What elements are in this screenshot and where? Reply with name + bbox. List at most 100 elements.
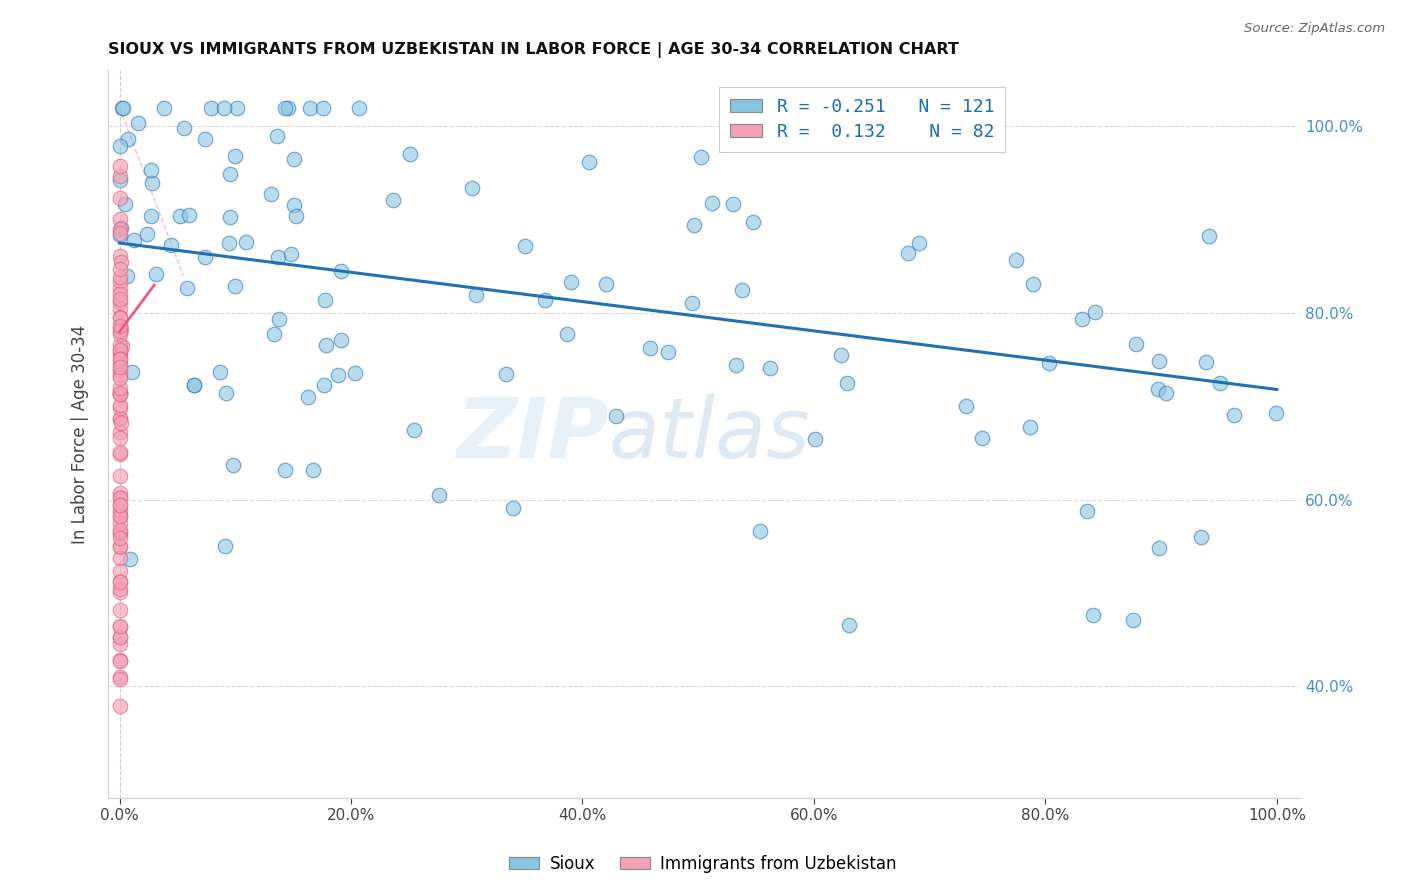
- Immigrants from Uzbekistan: [108, 327, 131, 342]
- Sioux: [118, 552, 141, 566]
- Sioux: [218, 167, 240, 181]
- Sioux: [160, 238, 183, 252]
- Immigrants from Uzbekistan: [108, 301, 131, 316]
- Immigrants from Uzbekistan: [108, 516, 131, 530]
- Sioux: [153, 101, 176, 115]
- Sioux: [214, 539, 236, 553]
- Immigrants from Uzbekistan: [108, 274, 131, 288]
- Sioux: [277, 101, 299, 115]
- Immigrants from Uzbekistan: [110, 431, 132, 445]
- Sioux: [657, 345, 679, 359]
- Sioux: [110, 220, 132, 235]
- Immigrants from Uzbekistan: [108, 619, 131, 633]
- Immigrants from Uzbekistan: [108, 446, 131, 460]
- Immigrants from Uzbekistan: [108, 360, 131, 375]
- Sioux: [177, 208, 200, 222]
- Immigrants from Uzbekistan: [108, 222, 131, 236]
- Sioux: [1198, 229, 1220, 244]
- Sioux: [495, 368, 517, 382]
- Immigrants from Uzbekistan: [108, 540, 131, 554]
- Immigrants from Uzbekistan: [108, 603, 131, 617]
- Text: atlas: atlas: [609, 393, 810, 475]
- Immigrants from Uzbekistan: [108, 523, 131, 537]
- Immigrants from Uzbekistan: [108, 371, 131, 385]
- Immigrants from Uzbekistan: [108, 491, 131, 505]
- Immigrants from Uzbekistan: [108, 672, 131, 686]
- Sioux: [114, 197, 136, 211]
- Immigrants from Uzbekistan: [108, 509, 131, 524]
- Sioux: [955, 399, 977, 413]
- Sioux: [299, 101, 322, 115]
- Sioux: [402, 423, 425, 437]
- Sioux: [343, 366, 366, 380]
- Sioux: [115, 269, 138, 284]
- Sioux: [690, 150, 713, 164]
- Sioux: [1189, 530, 1212, 544]
- Immigrants from Uzbekistan: [108, 653, 131, 667]
- Immigrants from Uzbekistan: [108, 270, 131, 285]
- Sioux: [141, 176, 163, 190]
- Immigrants from Uzbekistan: [108, 311, 131, 326]
- Sioux: [399, 146, 422, 161]
- Immigrants from Uzbekistan: [108, 540, 131, 554]
- Sioux: [534, 293, 557, 308]
- Immigrants from Uzbekistan: [108, 344, 131, 359]
- Immigrants from Uzbekistan: [108, 525, 131, 540]
- Sioux: [838, 617, 860, 632]
- Sioux: [681, 296, 703, 310]
- Immigrants from Uzbekistan: [108, 226, 131, 240]
- Sioux: [1209, 376, 1232, 390]
- Sioux: [513, 239, 536, 253]
- Text: Source: ZipAtlas.com: Source: ZipAtlas.com: [1244, 22, 1385, 36]
- Sioux: [266, 128, 288, 143]
- Sioux: [200, 101, 222, 115]
- Sioux: [555, 326, 578, 341]
- Sioux: [194, 250, 217, 264]
- Immigrants from Uzbekistan: [110, 416, 132, 430]
- Sioux: [1147, 541, 1170, 555]
- Sioux: [176, 281, 198, 295]
- Sioux: [235, 235, 257, 249]
- Immigrants from Uzbekistan: [108, 574, 131, 589]
- Sioux: [194, 132, 217, 146]
- Immigrants from Uzbekistan: [108, 425, 131, 440]
- Sioux: [330, 333, 353, 347]
- Immigrants from Uzbekistan: [108, 362, 131, 376]
- Sioux: [1076, 503, 1098, 517]
- Sioux: [183, 377, 205, 392]
- Immigrants from Uzbekistan: [108, 292, 131, 306]
- Immigrants from Uzbekistan: [108, 574, 131, 589]
- Legend: Sioux, Immigrants from Uzbekistan: Sioux, Immigrants from Uzbekistan: [503, 848, 903, 880]
- Immigrants from Uzbekistan: [108, 190, 131, 204]
- Sioux: [461, 181, 484, 195]
- Immigrants from Uzbekistan: [108, 212, 131, 227]
- Sioux: [1122, 613, 1144, 627]
- Immigrants from Uzbekistan: [108, 584, 131, 599]
- Immigrants from Uzbekistan: [108, 630, 131, 644]
- Sioux: [1081, 607, 1104, 622]
- Immigrants from Uzbekistan: [108, 526, 131, 541]
- Immigrants from Uzbekistan: [108, 381, 131, 395]
- Sioux: [830, 348, 852, 362]
- Sioux: [108, 227, 131, 242]
- Immigrants from Uzbekistan: [108, 310, 131, 325]
- Sioux: [259, 187, 281, 202]
- Sioux: [315, 338, 337, 352]
- Immigrants from Uzbekistan: [110, 565, 132, 579]
- Sioux: [169, 209, 191, 223]
- Sioux: [1194, 355, 1216, 369]
- Sioux: [215, 385, 238, 400]
- Sioux: [269, 311, 291, 326]
- Sioux: [274, 463, 297, 477]
- Immigrants from Uzbekistan: [108, 498, 131, 512]
- Immigrants from Uzbekistan: [108, 318, 131, 333]
- Immigrants from Uzbekistan: [108, 249, 131, 263]
- Sioux: [219, 211, 242, 225]
- Immigrants from Uzbekistan: [108, 504, 131, 518]
- Y-axis label: In Labor Force | Age 30-34: In Labor Force | Age 30-34: [72, 325, 89, 544]
- Sioux: [141, 162, 163, 177]
- Immigrants from Uzbekistan: [108, 386, 131, 401]
- Sioux: [1265, 406, 1288, 420]
- Sioux: [224, 279, 246, 293]
- Sioux: [209, 365, 232, 379]
